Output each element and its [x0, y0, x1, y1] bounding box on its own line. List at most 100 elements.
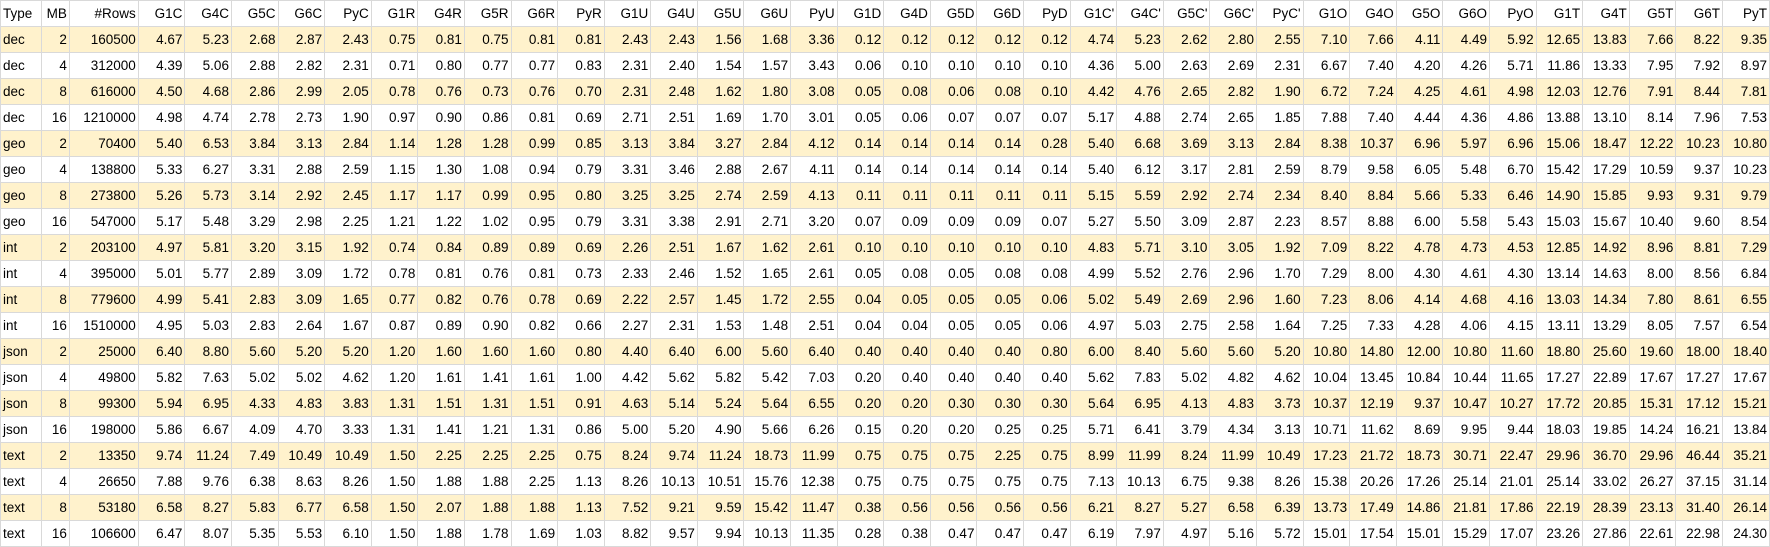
value-cell[interactable]: 8.99 — [1069, 442, 1118, 469]
value-cell[interactable]: 5.60 — [743, 338, 792, 365]
value-cell[interactable]: 4.88 — [1116, 104, 1164, 131]
value-cell[interactable]: 1.72 — [743, 286, 792, 313]
value-cell[interactable]: 15.29 — [1442, 520, 1490, 547]
column-header[interactable]: PyD — [1023, 0, 1071, 27]
value-cell[interactable]: 0.82 — [510, 312, 559, 339]
value-cell[interactable]: 4.39 — [137, 52, 186, 79]
value-cell[interactable]: 0.25 — [976, 416, 1025, 443]
value-cell[interactable]: 6.72 — [1302, 78, 1351, 105]
value-cell[interactable]: 15.42 — [743, 494, 792, 521]
value-cell[interactable]: 4.62 — [324, 364, 372, 391]
value-cell[interactable]: 0.08 — [976, 78, 1025, 105]
value-cell[interactable]: 2.25 — [510, 468, 559, 495]
value-cell[interactable]: 6.10 — [324, 520, 372, 547]
value-cell[interactable]: 0.69 — [557, 234, 605, 261]
value-cell[interactable]: 13.29 — [1582, 312, 1630, 339]
value-cell[interactable]: 0.09 — [929, 208, 978, 235]
value-cell[interactable]: 5.27 — [1162, 494, 1211, 521]
value-cell[interactable]: 9.93 — [1628, 182, 1677, 209]
mb-cell[interactable]: 4 — [40, 156, 70, 183]
value-cell[interactable]: 7.92 — [1675, 52, 1723, 79]
mb-cell[interactable]: 4 — [40, 468, 70, 495]
value-cell[interactable]: 1.60 — [510, 338, 559, 365]
rows-cell[interactable]: 616000 — [68, 78, 139, 105]
value-cell[interactable]: 0.10 — [883, 52, 931, 79]
value-cell[interactable]: 10.47 — [1442, 390, 1490, 417]
value-cell[interactable]: 7.63 — [184, 364, 232, 391]
value-cell[interactable]: 2.71 — [603, 104, 652, 131]
value-cell[interactable]: 3.15 — [277, 234, 326, 261]
value-cell[interactable]: 5.40 — [137, 130, 186, 157]
value-cell[interactable]: 4.99 — [137, 286, 186, 313]
value-cell[interactable]: 0.10 — [836, 234, 885, 261]
value-cell[interactable]: 3.73 — [1256, 390, 1304, 417]
value-cell[interactable]: 6.55 — [790, 390, 838, 417]
value-cell[interactable]: 8.63 — [277, 468, 326, 495]
value-cell[interactable]: 7.66 — [1349, 26, 1397, 53]
value-cell[interactable]: 2.92 — [277, 182, 326, 209]
type-cell[interactable]: geo — [0, 156, 42, 183]
column-header[interactable]: G4C' — [1116, 0, 1164, 27]
value-cell[interactable]: 2.45 — [324, 182, 372, 209]
mb-cell[interactable]: 8 — [40, 390, 70, 417]
value-cell[interactable]: 9.37 — [1675, 156, 1723, 183]
value-cell[interactable]: 10.49 — [1256, 442, 1304, 469]
value-cell[interactable]: 13.88 — [1535, 104, 1584, 131]
value-cell[interactable]: 8.88 — [1349, 208, 1397, 235]
value-cell[interactable]: 0.05 — [976, 286, 1025, 313]
value-cell[interactable]: 0.76 — [417, 78, 465, 105]
value-cell[interactable]: 2.99 — [277, 78, 326, 105]
value-cell[interactable]: 1.31 — [463, 390, 512, 417]
value-cell[interactable]: 17.29 — [1582, 156, 1630, 183]
value-cell[interactable]: 0.80 — [557, 338, 605, 365]
value-cell[interactable]: 0.14 — [836, 130, 885, 157]
value-cell[interactable]: 0.81 — [510, 26, 559, 53]
value-cell[interactable]: 15.38 — [1302, 468, 1351, 495]
value-cell[interactable]: 5.03 — [184, 312, 232, 339]
value-cell[interactable]: 0.69 — [557, 286, 605, 313]
value-cell[interactable]: 0.80 — [417, 52, 465, 79]
value-cell[interactable]: 4.49 — [1442, 26, 1490, 53]
value-cell[interactable]: 5.23 — [1116, 26, 1164, 53]
value-cell[interactable]: 4.68 — [184, 78, 232, 105]
value-cell[interactable]: 0.11 — [1023, 182, 1071, 209]
value-cell[interactable]: 9.44 — [1488, 416, 1537, 443]
value-cell[interactable]: 4.14 — [1395, 286, 1444, 313]
value-cell[interactable]: 2.25 — [510, 442, 559, 469]
value-cell[interactable]: 6.27 — [184, 156, 232, 183]
value-cell[interactable]: 10.23 — [1675, 130, 1723, 157]
column-header[interactable]: G5C' — [1162, 0, 1211, 27]
value-cell[interactable]: 2.22 — [603, 286, 652, 313]
value-cell[interactable]: 10.37 — [1349, 130, 1397, 157]
value-cell[interactable]: 9.94 — [696, 520, 745, 547]
value-cell[interactable]: 3.69 — [1162, 130, 1211, 157]
value-cell[interactable]: 0.90 — [463, 312, 512, 339]
value-cell[interactable]: 6.54 — [1721, 312, 1770, 339]
value-cell[interactable]: 3.20 — [790, 208, 838, 235]
value-cell[interactable]: 17.27 — [1535, 364, 1584, 391]
value-cell[interactable]: 5.82 — [137, 364, 186, 391]
value-cell[interactable]: 0.75 — [929, 442, 978, 469]
value-cell[interactable]: 8.27 — [1116, 494, 1164, 521]
value-cell[interactable]: 3.84 — [230, 130, 279, 157]
value-cell[interactable]: 1.56 — [696, 26, 745, 53]
column-header[interactable]: G4T — [1582, 0, 1630, 27]
value-cell[interactable]: 4.74 — [1069, 26, 1118, 53]
value-cell[interactable]: 0.28 — [1023, 130, 1071, 157]
value-cell[interactable]: 0.38 — [836, 494, 885, 521]
value-cell[interactable]: 2.48 — [650, 78, 698, 105]
rows-cell[interactable]: 106600 — [68, 520, 139, 547]
value-cell[interactable]: 11.35 — [790, 520, 838, 547]
value-cell[interactable]: 4.40 — [603, 338, 652, 365]
type-cell[interactable]: dec — [0, 78, 42, 105]
value-cell[interactable]: 17.23 — [1302, 442, 1351, 469]
value-cell[interactable]: 1.22 — [417, 208, 465, 235]
value-cell[interactable]: 2.74 — [1209, 182, 1258, 209]
value-cell[interactable]: 0.75 — [929, 468, 978, 495]
value-cell[interactable]: 8.40 — [1302, 182, 1351, 209]
value-cell[interactable]: 18.40 — [1721, 338, 1770, 365]
value-cell[interactable]: 3.46 — [650, 156, 698, 183]
value-cell[interactable]: 4.26 — [1442, 52, 1490, 79]
value-cell[interactable]: 0.11 — [976, 182, 1025, 209]
value-cell[interactable]: 13.33 — [1582, 52, 1630, 79]
